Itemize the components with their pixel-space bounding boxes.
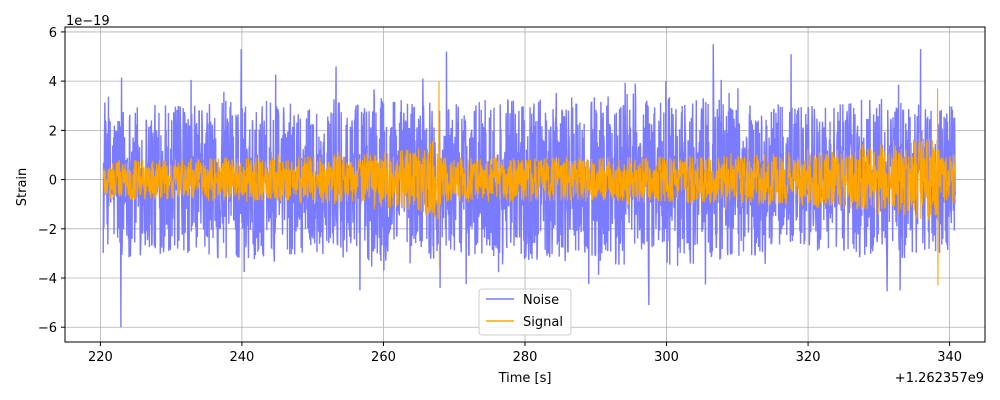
y-scale-label: 1e−19 [66, 14, 110, 29]
y-tick-label: −4 [38, 272, 57, 287]
ticks: 220 240 260 280 300 320 340 −6 −4 −2 0 2 4 6 [38, 26, 962, 365]
y-tick-label: 0 [49, 174, 57, 189]
legend-signal-label: Signal [523, 315, 563, 330]
legend: Noise Signal [478, 288, 572, 336]
y-tick-label: 6 [49, 26, 57, 41]
x-offset-label: +1.262357e9 [895, 371, 984, 386]
y-tick-label: 2 [49, 124, 57, 139]
y-tick-label: −2 [38, 223, 57, 238]
y-axis-label: Strain [15, 168, 30, 207]
x-tick-label: 240 [230, 350, 255, 365]
x-tick-label: 260 [371, 350, 396, 365]
x-tick-label: 340 [937, 350, 962, 365]
x-axis-label: Time [s] [498, 371, 552, 386]
series-layer [102, 44, 956, 328]
x-tick-label: 320 [796, 350, 821, 365]
legend-noise-label: Noise [523, 293, 559, 308]
y-tick-label: 4 [49, 75, 57, 90]
x-tick-label: 220 [88, 350, 113, 365]
y-tick-label: −6 [38, 321, 57, 336]
legend-box [478, 288, 572, 336]
noise-series-line [102, 44, 956, 328]
signal-series-line [102, 81, 956, 286]
x-tick-label: 280 [513, 350, 538, 365]
x-tick-label: 300 [654, 350, 679, 365]
